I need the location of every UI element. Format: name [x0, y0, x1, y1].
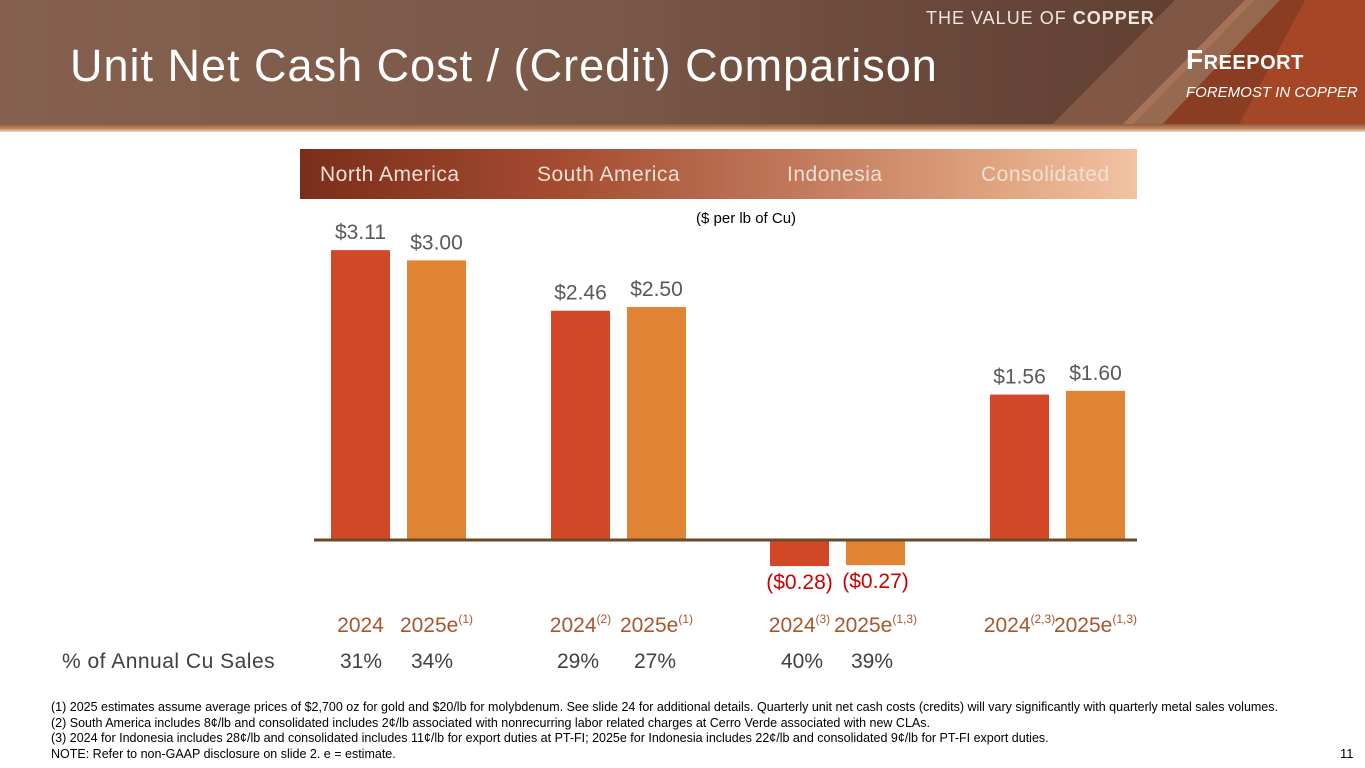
bar	[627, 307, 686, 540]
category-label: 2025e(1)	[620, 612, 693, 637]
bar	[846, 540, 905, 566]
footnote: NOTE: Refer to non-GAAP disclosure on sl…	[51, 746, 396, 761]
header-divider	[0, 124, 1365, 132]
annual-sales-value: 34%	[411, 650, 454, 673]
category-label: 2025e(1,3)	[834, 612, 917, 637]
footnotes: (1) 2025 estimates assume average prices…	[51, 700, 1278, 762]
unit-label: ($ per lb of Cu)	[696, 210, 797, 227]
bar	[770, 540, 829, 567]
region-band: North America South America Indonesia Co…	[300, 149, 1137, 199]
footnote: (2) South America includes 8¢/lb and con…	[51, 715, 930, 730]
data-label: $2.50	[630, 278, 683, 301]
region-south-america: South America	[537, 163, 681, 186]
footnote: (3) 2024 for Indonesia includes 28¢/lb a…	[51, 731, 1049, 745]
data-label: $3.11	[335, 221, 386, 244]
tagline: THE VALUE OF COPPER	[926, 8, 1155, 28]
category-label: 2025e(1,3)	[1054, 612, 1137, 637]
category-label: 2024(2,3)	[984, 612, 1055, 637]
freeport-logo: Freeport	[1186, 44, 1304, 75]
page-number: 11	[1340, 746, 1354, 761]
bar	[1066, 390, 1125, 540]
bar	[407, 260, 466, 540]
data-label: $1.56	[993, 366, 1046, 389]
annual-sales-heading: % of Annual Cu Sales	[62, 650, 276, 673]
data-label: $1.60	[1069, 362, 1122, 385]
logo-tagline: FOREMOST IN COPPER	[1186, 84, 1358, 101]
annual-sales-value: 40%	[781, 650, 824, 673]
bar	[331, 250, 390, 540]
copper-stripes-decoration	[1045, 0, 1365, 132]
region-consolidated: Consolidated	[981, 163, 1110, 186]
data-label: $3.00	[410, 231, 463, 254]
data-label: $2.46	[554, 282, 607, 305]
category-label: 2024	[337, 614, 384, 637]
category-label: 2025e(1)	[400, 612, 473, 637]
annual-sales-value: 31%	[340, 650, 383, 673]
annual-sales-value: 27%	[634, 650, 677, 673]
bar	[990, 394, 1049, 540]
page-title: Unit Net Cash Cost / (Credit) Comparison	[70, 40, 938, 91]
region-north-america: North America	[320, 163, 460, 186]
region-indonesia: Indonesia	[787, 163, 883, 186]
category-label: 2024(3)	[769, 612, 830, 637]
footnote: (1) 2025 estimates assume average prices…	[51, 700, 1278, 714]
annual-sales-value: 39%	[851, 650, 894, 673]
annual-sales-value: 29%	[557, 650, 600, 673]
category-label: 2024(2)	[550, 612, 611, 637]
data-label: ($0.27)	[842, 570, 909, 593]
data-label: ($0.28)	[766, 571, 833, 594]
bar	[551, 310, 610, 540]
bar-chart: $3.11 2024 $3.00 2025e(1) $2.46 2024(2) $2.50 2…	[314, 221, 1137, 637]
header-banner: THE VALUE OF COPPER Unit Net Cash Cost /…	[0, 0, 1365, 132]
